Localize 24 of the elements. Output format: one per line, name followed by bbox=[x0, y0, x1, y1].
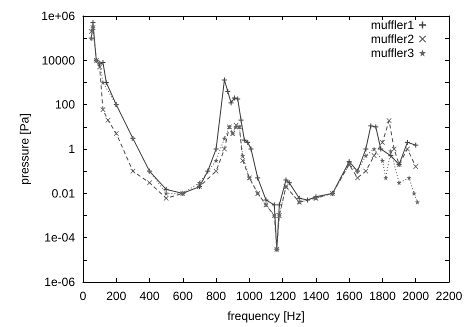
x-tick-label: 1800 bbox=[369, 289, 396, 303]
legend-label: muffler2 bbox=[370, 32, 414, 46]
x-tick-label: 600 bbox=[172, 289, 194, 303]
y-tick-label: 1 bbox=[68, 142, 76, 156]
legend-label: muffler3 bbox=[370, 46, 414, 60]
x-tick-label: 1600 bbox=[336, 289, 363, 303]
y-tick-label: 1e-06 bbox=[44, 275, 76, 289]
x-tick-label: 200 bbox=[106, 289, 127, 303]
y-axis-title: pressure [Pa] bbox=[17, 113, 32, 185]
x-tick-label: 2200 bbox=[436, 289, 463, 303]
x-tick-label: 1000 bbox=[236, 289, 264, 303]
x-tick-label: 400 bbox=[140, 289, 160, 303]
y-tick-label: 0.01 bbox=[52, 186, 76, 200]
x-tick-label: 1400 bbox=[302, 289, 330, 303]
y-tick-label: 10000 bbox=[42, 53, 76, 68]
x-tick-label: 800 bbox=[206, 289, 226, 303]
x-tick-label: 2000 bbox=[402, 289, 430, 303]
x-axis-title: frequency [Hz] bbox=[227, 309, 305, 323]
x-tick-label: 1200 bbox=[269, 289, 296, 303]
y-tick-label: 1e-04 bbox=[44, 230, 76, 245]
text: muffler1 bbox=[370, 18, 414, 32]
x-tick-label: 0 bbox=[80, 289, 87, 303]
y-tick-label: 1e+06 bbox=[41, 9, 76, 23]
y-tick-label: 100 bbox=[54, 98, 76, 112]
